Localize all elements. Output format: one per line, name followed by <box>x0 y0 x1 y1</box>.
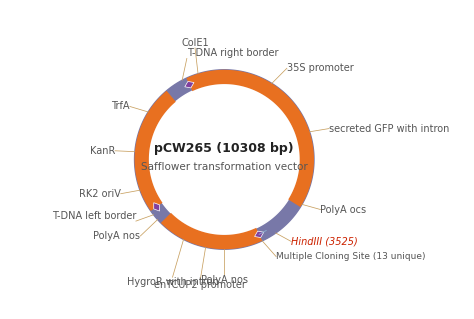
Polygon shape <box>148 197 155 205</box>
Polygon shape <box>228 239 237 245</box>
Polygon shape <box>255 231 264 238</box>
Text: TrfA: TrfA <box>111 101 130 111</box>
Text: ColE1: ColE1 <box>181 38 209 48</box>
Polygon shape <box>142 181 147 190</box>
Text: HygroR with intron: HygroR with intron <box>127 277 219 287</box>
Text: T-DNA right border: T-DNA right border <box>187 48 278 58</box>
Text: Multiple Cloning Site (13 unique): Multiple Cloning Site (13 unique) <box>276 252 426 261</box>
Polygon shape <box>185 81 194 88</box>
Text: 35S promoter: 35S promoter <box>287 63 354 73</box>
Text: secreted GFP with intron: secreted GFP with intron <box>329 123 449 134</box>
Polygon shape <box>176 225 185 233</box>
Text: Safflower transformation vector: Safflower transformation vector <box>141 162 308 173</box>
Polygon shape <box>278 97 286 105</box>
Text: PolyA nos: PolyA nos <box>201 275 248 286</box>
Polygon shape <box>161 213 262 249</box>
Text: RK2 oriV: RK2 oriV <box>79 189 121 199</box>
Polygon shape <box>149 84 300 235</box>
Polygon shape <box>135 91 176 211</box>
Polygon shape <box>146 124 152 134</box>
Text: T-DNA left border: T-DNA left border <box>52 211 136 221</box>
Text: PolyA ocs: PolyA ocs <box>320 204 366 214</box>
Polygon shape <box>157 102 165 111</box>
Polygon shape <box>199 235 208 241</box>
Text: enTCUP2 promoter: enTCUP2 promoter <box>155 279 246 290</box>
Polygon shape <box>135 70 314 249</box>
Polygon shape <box>242 76 251 82</box>
Polygon shape <box>186 70 314 207</box>
Text: HindIII (3525): HindIII (3525) <box>291 236 358 247</box>
Polygon shape <box>301 134 306 143</box>
Text: KanR: KanR <box>90 146 115 156</box>
Polygon shape <box>302 177 308 186</box>
Polygon shape <box>154 203 160 211</box>
Text: pCW265 (10308 bp): pCW265 (10308 bp) <box>155 142 294 155</box>
Text: PolyA nos: PolyA nos <box>93 231 140 241</box>
Polygon shape <box>139 153 145 162</box>
